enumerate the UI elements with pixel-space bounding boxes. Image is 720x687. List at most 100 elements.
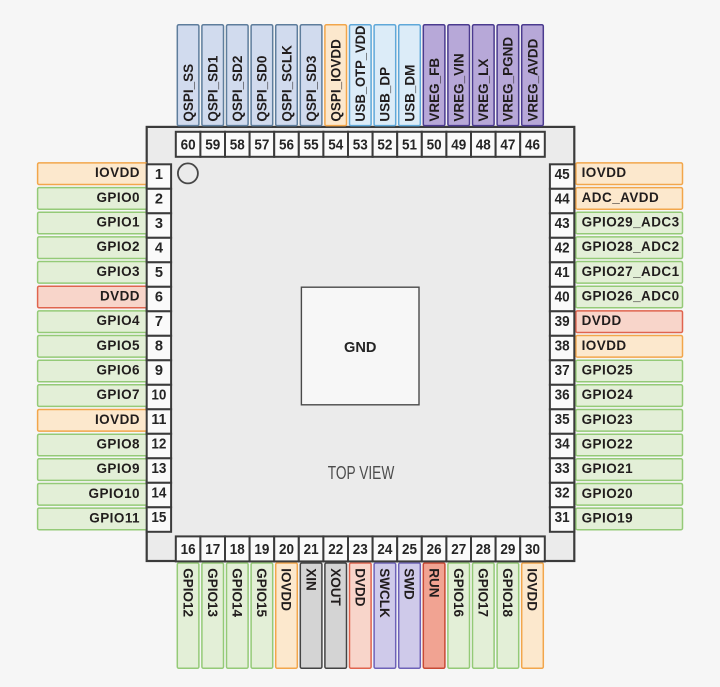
svg-text:19: 19 — [254, 542, 269, 558]
svg-text:USB_DM: USB_DM — [402, 65, 417, 122]
svg-text:31: 31 — [555, 510, 570, 526]
svg-text:GPIO18: GPIO18 — [500, 568, 515, 617]
svg-text:26: 26 — [427, 542, 442, 558]
svg-text:ADC_AVDD: ADC_AVDD — [582, 190, 660, 205]
svg-text:GPIO1: GPIO1 — [96, 215, 140, 230]
svg-text:24: 24 — [377, 542, 393, 558]
svg-text:7: 7 — [155, 314, 163, 330]
svg-text:14: 14 — [151, 486, 167, 502]
svg-text:52: 52 — [377, 138, 392, 154]
svg-text:18: 18 — [230, 542, 245, 558]
svg-text:5: 5 — [155, 265, 163, 281]
svg-text:50: 50 — [427, 138, 442, 154]
svg-text:12: 12 — [151, 437, 166, 453]
svg-text:9: 9 — [155, 363, 163, 379]
svg-text:GPIO14: GPIO14 — [230, 568, 245, 617]
svg-text:45: 45 — [555, 167, 570, 183]
svg-text:DVDD: DVDD — [582, 313, 622, 328]
svg-text:48: 48 — [476, 138, 491, 154]
svg-text:46: 46 — [525, 138, 540, 154]
svg-text:VREG_PGND: VREG_PGND — [501, 37, 516, 122]
svg-text:32: 32 — [555, 486, 570, 502]
svg-text:43: 43 — [555, 216, 570, 232]
svg-text:USB_OTP_VDD: USB_OTP_VDD — [353, 25, 368, 121]
svg-text:DVDD: DVDD — [353, 568, 368, 607]
svg-text:42: 42 — [555, 241, 570, 257]
svg-text:VREG_LX: VREG_LX — [476, 59, 491, 122]
svg-text:DVDD: DVDD — [100, 289, 140, 304]
svg-text:XOUT: XOUT — [328, 568, 343, 606]
svg-text:10: 10 — [151, 388, 166, 404]
svg-text:28: 28 — [476, 542, 491, 558]
svg-text:GPIO11: GPIO11 — [89, 510, 140, 525]
svg-text:17: 17 — [205, 542, 220, 558]
svg-text:IOVDD: IOVDD — [582, 338, 627, 353]
svg-text:GPIO13: GPIO13 — [205, 568, 220, 617]
svg-text:15: 15 — [151, 510, 166, 526]
svg-text:GPIO29_ADC3: GPIO29_ADC3 — [582, 215, 680, 230]
svg-text:20: 20 — [279, 542, 294, 558]
svg-text:23: 23 — [353, 542, 368, 558]
svg-text:IOVDD: IOVDD — [95, 165, 140, 180]
svg-text:22: 22 — [328, 542, 343, 558]
svg-text:4: 4 — [155, 241, 164, 257]
svg-text:59: 59 — [205, 138, 220, 154]
svg-text:49: 49 — [451, 138, 466, 154]
svg-text:GPIO17: GPIO17 — [476, 568, 491, 617]
svg-text:2: 2 — [155, 192, 163, 208]
svg-text:XIN: XIN — [303, 568, 318, 591]
svg-text:13: 13 — [151, 461, 166, 477]
svg-text:29: 29 — [500, 542, 515, 558]
svg-text:GPIO3: GPIO3 — [96, 264, 140, 279]
svg-text:IOVDD: IOVDD — [95, 412, 140, 427]
svg-text:SWCLK: SWCLK — [377, 568, 392, 618]
svg-text:TOP VIEW: TOP VIEW — [328, 463, 395, 483]
svg-text:35: 35 — [555, 412, 570, 428]
svg-text:25: 25 — [402, 542, 417, 558]
svg-text:GPIO0: GPIO0 — [96, 190, 140, 205]
svg-text:VREG_VIN: VREG_VIN — [452, 53, 467, 121]
svg-text:53: 53 — [353, 138, 368, 154]
svg-text:GPIO19: GPIO19 — [582, 510, 633, 525]
svg-text:41: 41 — [555, 265, 570, 281]
svg-text:6: 6 — [155, 290, 163, 306]
svg-text:38: 38 — [555, 339, 570, 355]
svg-text:VREG_AVDD: VREG_AVDD — [525, 38, 540, 121]
svg-text:IOVDD: IOVDD — [582, 165, 627, 180]
svg-text:GPIO23: GPIO23 — [582, 412, 634, 427]
svg-text:GPIO25: GPIO25 — [582, 363, 634, 378]
svg-text:RUN: RUN — [426, 568, 441, 597]
svg-text:USB_DP: USB_DP — [378, 67, 393, 122]
svg-text:GPIO24: GPIO24 — [582, 387, 634, 402]
svg-text:GPIO28_ADC2: GPIO28_ADC2 — [582, 239, 680, 254]
svg-text:55: 55 — [304, 138, 319, 154]
svg-text:GPIO26_ADC0: GPIO26_ADC0 — [582, 289, 680, 304]
svg-text:GPIO9: GPIO9 — [96, 461, 140, 476]
svg-text:GPIO21: GPIO21 — [582, 461, 634, 476]
svg-text:QSPI_SD1: QSPI_SD1 — [206, 55, 221, 122]
svg-text:34: 34 — [555, 437, 571, 453]
svg-text:GPIO2: GPIO2 — [96, 239, 140, 254]
svg-text:33: 33 — [555, 461, 570, 477]
svg-text:QSPI_SS: QSPI_SS — [181, 64, 196, 122]
svg-text:1: 1 — [155, 167, 163, 183]
svg-text:GND: GND — [344, 340, 376, 356]
svg-text:47: 47 — [500, 138, 515, 154]
svg-text:GPIO22: GPIO22 — [582, 437, 633, 452]
svg-text:56: 56 — [279, 138, 294, 154]
svg-text:QSPI_IOVDD: QSPI_IOVDD — [329, 39, 344, 122]
svg-text:QSPI_SD2: QSPI_SD2 — [230, 56, 245, 122]
svg-text:60: 60 — [181, 138, 196, 154]
svg-text:QSPI_SD0: QSPI_SD0 — [255, 56, 270, 122]
svg-text:39: 39 — [555, 314, 570, 330]
svg-text:11: 11 — [151, 412, 166, 428]
svg-text:GPIO4: GPIO4 — [96, 313, 140, 328]
svg-text:37: 37 — [555, 363, 570, 379]
svg-text:3: 3 — [155, 216, 163, 232]
svg-text:QSPI_SD3: QSPI_SD3 — [304, 55, 319, 122]
svg-text:30: 30 — [525, 542, 540, 558]
svg-text:IOVDD: IOVDD — [279, 568, 294, 611]
svg-text:44: 44 — [555, 192, 571, 208]
svg-text:16: 16 — [181, 542, 196, 558]
svg-text:51: 51 — [402, 138, 417, 154]
